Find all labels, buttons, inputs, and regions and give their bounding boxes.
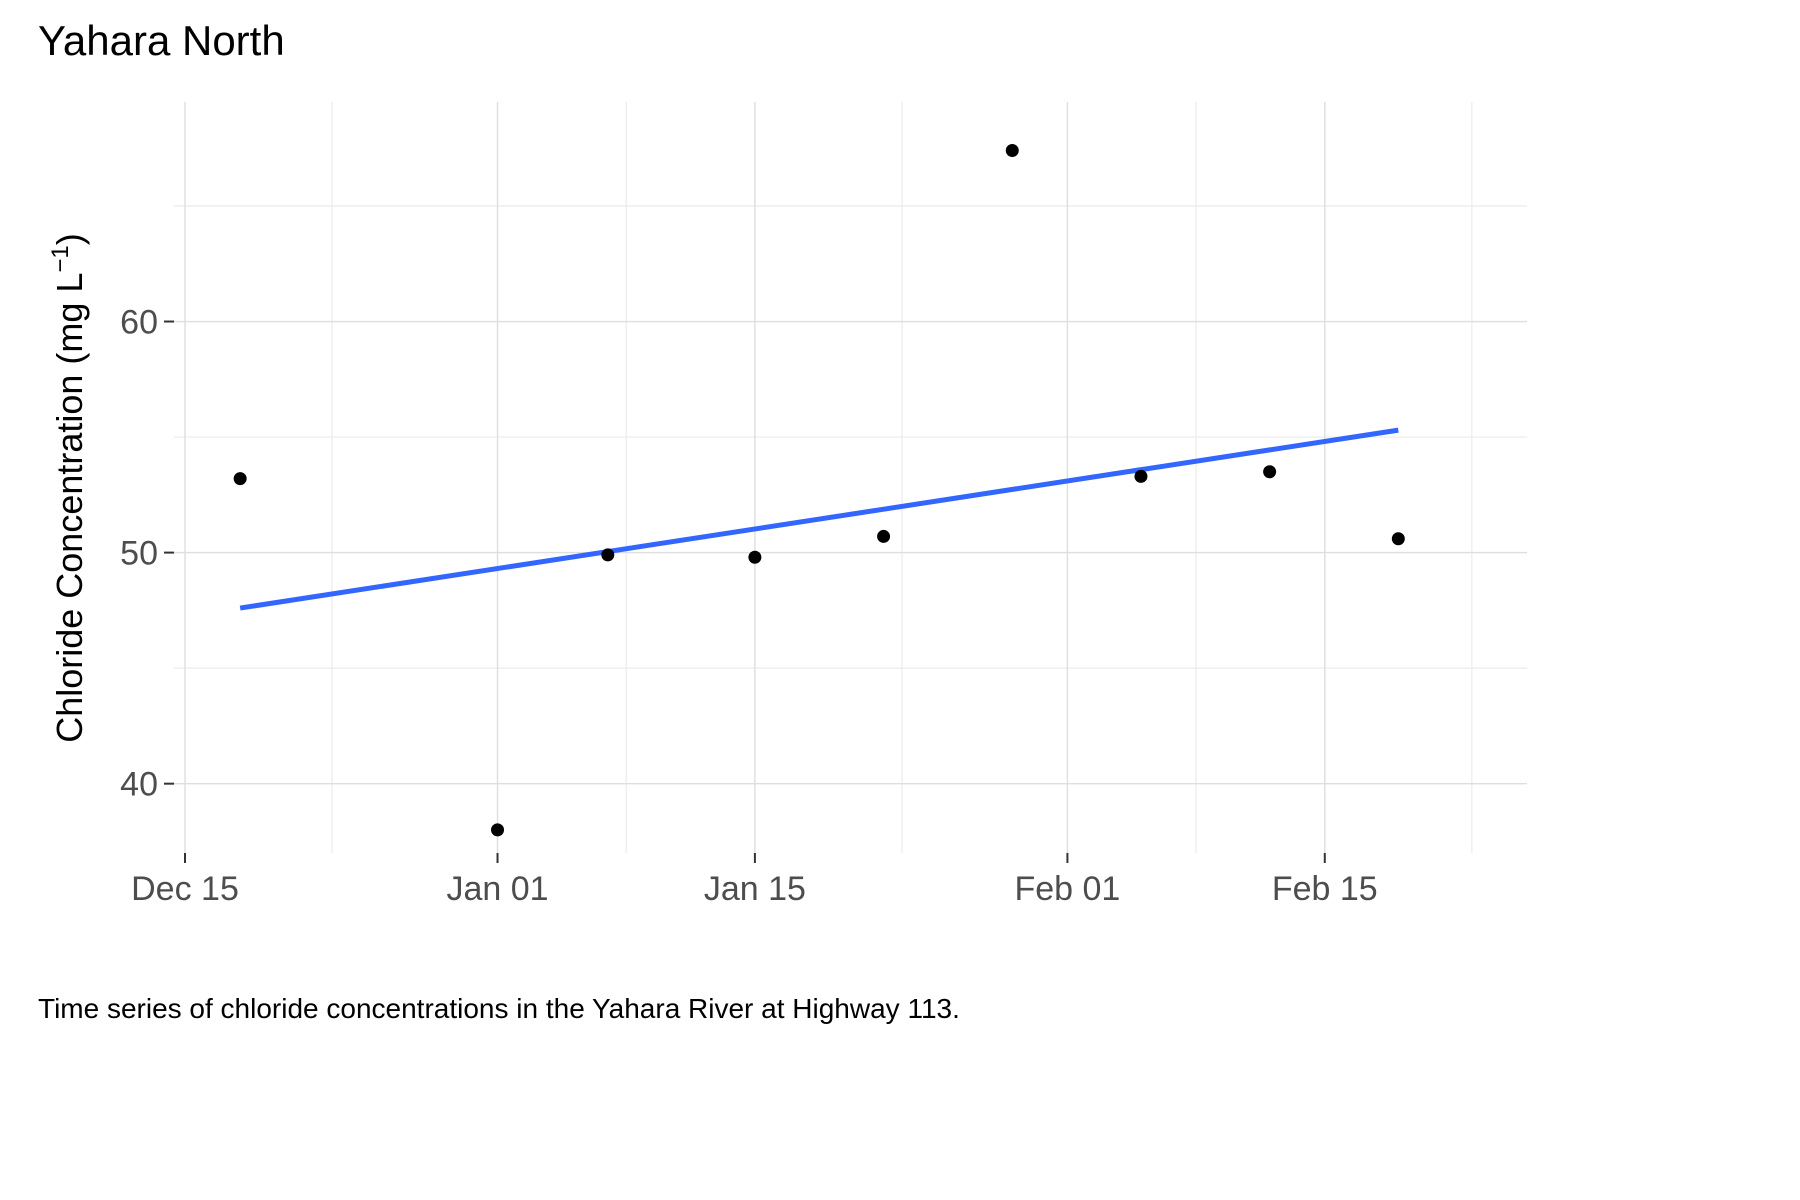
chart-caption: Time series of chloride concentrations i…: [38, 993, 960, 1024]
data-point: [491, 823, 505, 837]
data-point: [601, 548, 615, 562]
data-point: [1263, 465, 1277, 479]
data-points: [233, 144, 1405, 837]
x-tick-label: Jan 01: [446, 870, 548, 908]
data-point: [748, 550, 762, 564]
minor-gridlines: [174, 102, 1527, 853]
data-point: [1005, 144, 1019, 158]
data-point: [1391, 532, 1405, 546]
chart-title: Yahara North: [38, 17, 285, 64]
chart-figure: Yahara North 40 50 60 Dec 15 Jan 01 Jan 15 Fe…: [38, 17, 1527, 1024]
x-axis: Dec 15 Jan 01 Jan 15 Feb 01 Feb 15: [131, 853, 1378, 908]
y-tick-label: 40: [120, 766, 158, 804]
x-tick-label: Feb 01: [1014, 870, 1120, 908]
y-axis: 40 50 60: [120, 304, 174, 804]
y-axis-label-close: ): [49, 233, 90, 245]
data-point: [1134, 469, 1148, 483]
x-tick-label: Dec 15: [131, 870, 239, 908]
y-tick-label: 60: [120, 304, 158, 342]
y-axis-label-text: Chloride Concentration (mg L: [49, 273, 90, 743]
trend-line-layer: [239, 427, 1399, 611]
major-gridlines: [174, 102, 1527, 853]
trend-line: [239, 427, 1399, 611]
y-tick-label: 50: [120, 535, 158, 573]
data-point: [233, 472, 247, 486]
data-point: [877, 529, 891, 543]
y-axis-label: Chloride Concentration (mg L−1): [47, 233, 90, 743]
x-tick-label: Feb 15: [1272, 870, 1378, 908]
y-axis-label-superscript: −1: [47, 245, 74, 272]
x-tick-label: Jan 15: [704, 870, 806, 908]
